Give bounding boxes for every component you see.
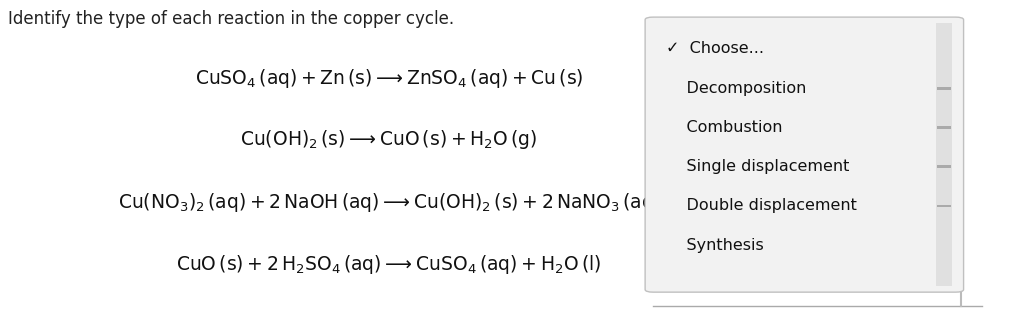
Text: Single displacement: Single displacement — [666, 159, 849, 174]
Text: Synthesis: Synthesis — [666, 238, 763, 252]
Text: Double displacement: Double displacement — [666, 198, 856, 214]
FancyBboxPatch shape — [645, 17, 964, 292]
Text: $\mathrm{CuO\,(s) + 2\,H_2SO_4\,(aq) \longrightarrow CuSO_4\,(aq) + H_2O\,(l)}$: $\mathrm{CuO\,(s) + 2\,H_2SO_4\,(aq) \lo… — [176, 253, 602, 276]
Text: Combustion: Combustion — [666, 120, 782, 135]
Text: $\mathrm{CuSO_4\,(aq) + Zn\,(s) \longrightarrow ZnSO_4\,(aq) + Cu\,(s)}$: $\mathrm{CuSO_4\,(aq) + Zn\,(s) \longrig… — [195, 67, 584, 90]
Text: $\mathrm{Cu(NO_3)_2\,(aq) + 2\,NaOH\,(aq) \longrightarrow Cu(OH)_2\,(s) + 2\,NaN: $\mathrm{Cu(NO_3)_2\,(aq) + 2\,NaOH\,(aq… — [118, 191, 660, 214]
Bar — [937, 205, 951, 207]
Text: $\mathrm{Cu(OH)_2\,(s) \longrightarrow CuO\,(s) + H_2O\,(g)}$: $\mathrm{Cu(OH)_2\,(s) \longrightarrow C… — [241, 128, 538, 151]
Text: Decomposition: Decomposition — [666, 81, 806, 96]
Text: Identify the type of each reaction in the copper cycle.: Identify the type of each reaction in th… — [8, 10, 455, 28]
Bar — [936, 23, 952, 286]
Text: ✓  Choose...: ✓ Choose... — [666, 40, 764, 56]
Bar — [937, 126, 951, 129]
Bar — [937, 165, 951, 168]
Bar — [937, 87, 951, 90]
